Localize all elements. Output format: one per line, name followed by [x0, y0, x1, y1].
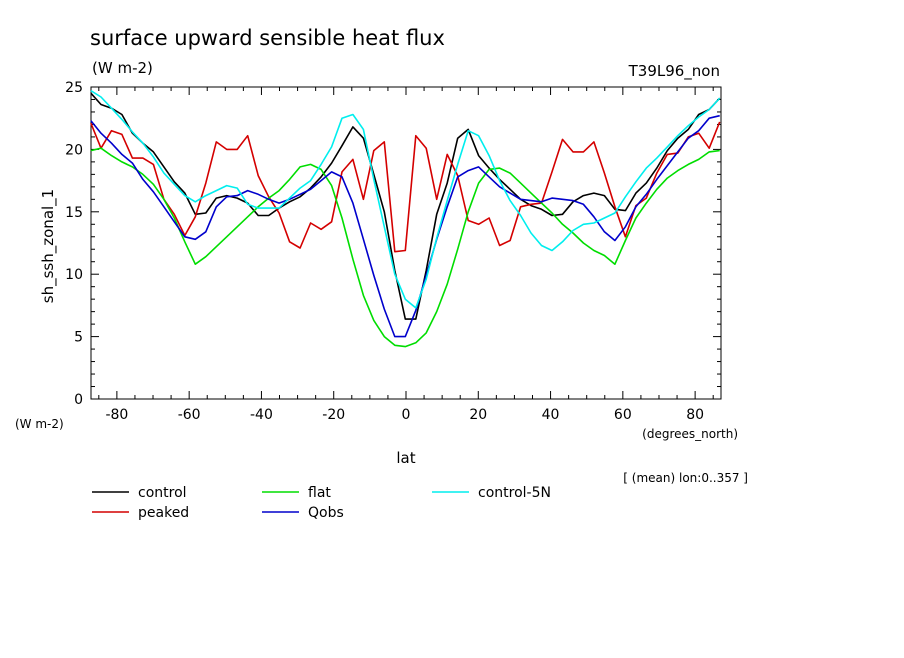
x-tick-label: 40 — [542, 407, 560, 423]
series-line-control-5n — [90, 90, 721, 309]
plot-area: 0 5 10 15 20 25 -80 -60 -40 -20 0 20 40 60 80 — [65, 80, 722, 423]
x-tick-label: -80 — [105, 407, 128, 423]
legend: control flat control-5N peaked Qobs — [92, 485, 551, 521]
chart-title: surface upward sensible heat flux — [90, 26, 445, 50]
legend-label-control-5n: control-5N — [478, 485, 551, 501]
y-axis-label: sh_ssh_zonal_1 — [39, 189, 58, 303]
legend-label-peaked: peaked — [138, 505, 189, 521]
legend-label-qobs: Qobs — [308, 505, 344, 521]
x-tick-label: -40 — [250, 407, 273, 423]
y-tick-label: 20 — [65, 142, 83, 158]
averaging-note: [ (mean) lon:0..357 ] — [623, 471, 748, 485]
run-label: T39L96_non — [628, 62, 720, 81]
x-tick-label: -20 — [322, 407, 345, 423]
series-line-control — [90, 92, 721, 320]
x-tick-label: 20 — [469, 407, 487, 423]
x-axis-label: lat — [396, 449, 415, 467]
legend-label-flat: flat — [308, 485, 331, 501]
chart-units: (W m-2) — [92, 59, 153, 77]
y-tick-label: 25 — [65, 80, 83, 96]
x-tick-label: 0 — [402, 407, 411, 423]
x-tick-label: 60 — [614, 407, 632, 423]
y-tick-label: 10 — [65, 267, 83, 283]
legend-label-control: control — [138, 485, 187, 501]
series-line-flat — [90, 147, 720, 348]
x-axis-units: (degrees_north) — [642, 427, 738, 441]
y-tick-label: 15 — [65, 205, 83, 221]
y-axis-units: (W m-2) — [15, 417, 64, 431]
series-line-peaked — [90, 121, 721, 253]
y-tick-label: 5 — [74, 330, 83, 346]
series-line-qobs — [90, 114, 720, 338]
y-tick-label: 0 — [74, 392, 83, 408]
x-tick-label: -60 — [178, 407, 201, 423]
x-tick-label: 80 — [686, 407, 704, 423]
